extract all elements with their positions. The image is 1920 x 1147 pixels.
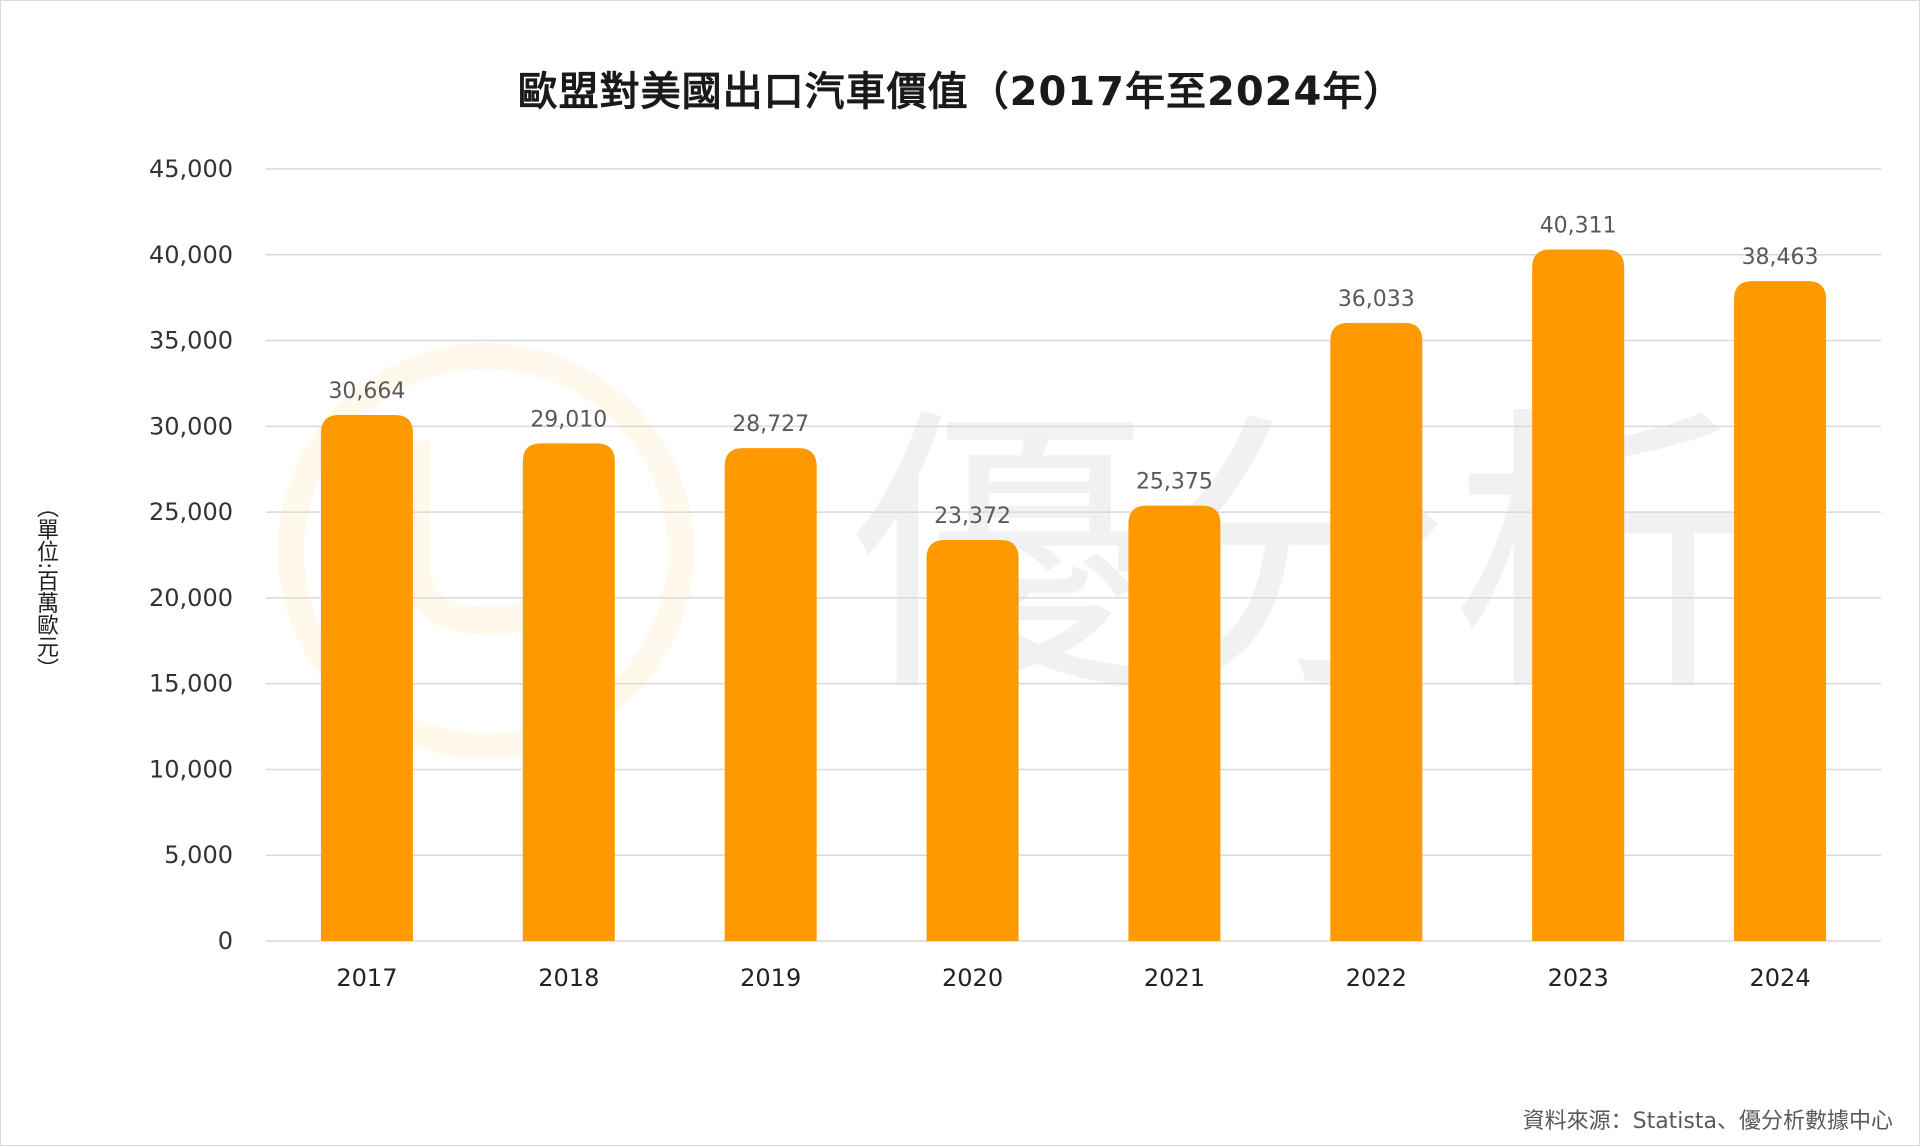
y-tick-label: 0: [218, 927, 233, 955]
data-label-2018: 29,010: [530, 407, 607, 432]
x-tick-label-2022: 2022: [1346, 964, 1407, 992]
x-tick-label-2023: 2023: [1548, 964, 1609, 992]
y-axis-label: （單位:百萬歐元）: [33, 496, 58, 680]
y-tick-label: 10,000: [149, 755, 233, 783]
x-tick-label-2019: 2019: [740, 964, 801, 992]
chart-title: 歐盟對美國出口汽車價值（2017年至2024年）: [517, 69, 1405, 115]
y-tick-label: 40,000: [149, 241, 233, 269]
watermark: 優分析: [278, 343, 1751, 759]
x-tick-label-2020: 2020: [942, 964, 1003, 992]
x-tick-label-2024: 2024: [1750, 964, 1811, 992]
y-tick-label: 25,000: [149, 498, 233, 526]
x-tick-label-2018: 2018: [538, 964, 599, 992]
data-label-2021: 25,375: [1136, 470, 1213, 495]
x-tick-label-2017: 2017: [336, 964, 397, 992]
bar-2021: [1128, 505, 1221, 941]
y-tick-label: 20,000: [149, 584, 233, 612]
data-label-2023: 40,311: [1540, 213, 1617, 238]
x-axis-ticks: 2017 2018 2019 2020 2021 2022 2023 2024: [336, 964, 1810, 992]
data-label-2024: 38,463: [1742, 245, 1819, 270]
source-note: 資料來源：Statista、優分析數據中心: [1522, 1109, 1893, 1134]
y-tick-label: 5,000: [164, 841, 233, 869]
bars: [320, 249, 1827, 942]
data-label-2017: 30,664: [328, 379, 405, 404]
bar-2023: [1532, 249, 1625, 942]
bar-2017: [320, 414, 413, 942]
bar-2022: [1330, 322, 1423, 941]
bar-2019: [724, 448, 817, 941]
y-tick-label: 30,000: [149, 412, 233, 440]
data-label-2020: 23,372: [934, 504, 1011, 529]
bar-2024: [1734, 281, 1827, 941]
data-label-2019: 28,727: [732, 412, 809, 437]
y-tick-label: 45,000: [149, 155, 233, 183]
bar-2018: [522, 443, 615, 941]
data-labels: 30,664 29,010 28,727 23,372 25,375 36,033 40,3…: [328, 213, 1818, 529]
bar-2020: [926, 540, 1019, 941]
x-tick-label-2021: 2021: [1144, 964, 1205, 992]
data-label-2022: 36,033: [1338, 287, 1415, 312]
y-tick-label: 15,000: [149, 670, 233, 698]
y-tick-label: 35,000: [149, 327, 233, 355]
y-axis-ticks: 0 5,000 10,000 15,000 20,000 25,000 30,000 35,0…: [149, 155, 233, 955]
